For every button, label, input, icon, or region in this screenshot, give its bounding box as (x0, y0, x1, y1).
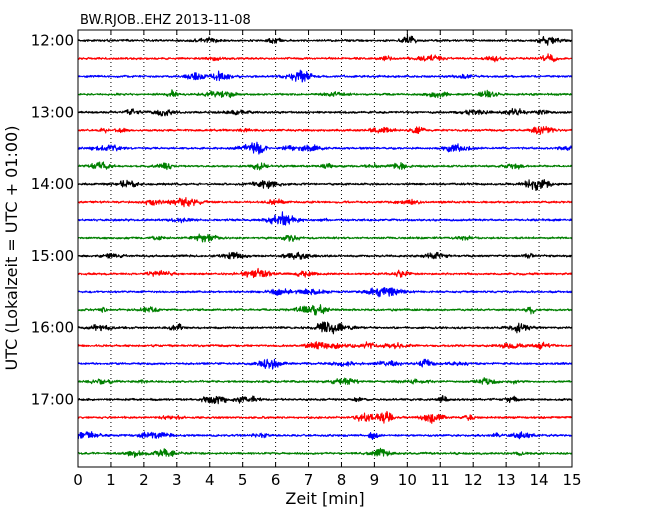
trace-1745 (77, 447, 573, 458)
trace-1300 (77, 107, 573, 117)
trace-1345 (77, 161, 573, 171)
x-tick-label-11: 11 (431, 471, 450, 489)
chart-title: BW.RJOB..EHZ 2013-11-08 (80, 13, 251, 28)
trace-1200 (77, 34, 573, 46)
y-tick-label-0: 12:00 (31, 32, 74, 50)
x-tick-label-15: 15 (562, 471, 581, 489)
x-tick-label-8: 8 (337, 471, 347, 489)
trace-1730 (77, 431, 573, 441)
trace-1500 (77, 251, 573, 260)
x-tick-label-0: 0 (73, 471, 83, 489)
x-tick-label-2: 2 (139, 471, 149, 489)
x-tick-label-12: 12 (464, 471, 483, 489)
x-tick-label-6: 6 (271, 471, 281, 489)
trace-1315 (77, 125, 573, 135)
trace-1600 (77, 321, 573, 335)
seismic-traces (77, 34, 573, 458)
y-tick-label-2: 14:00 (31, 175, 74, 193)
x-tick-label-1: 1 (106, 471, 116, 489)
x-tick-label-4: 4 (205, 471, 215, 489)
x-tick-label-13: 13 (497, 471, 516, 489)
trace-1245 (77, 89, 573, 99)
grid-lines (110, 30, 540, 467)
trace-1700 (77, 395, 573, 405)
y-tick-label-4: 16:00 (31, 319, 74, 337)
trace-1430 (77, 211, 573, 226)
y-axis-label: UTC (Lokalzeit = UTC + 01:00) (2, 126, 21, 371)
trace-1445 (77, 233, 573, 243)
x-tick-label-14: 14 (530, 471, 549, 489)
trace-1415 (77, 196, 573, 208)
x-tick-label-7: 7 (304, 471, 314, 489)
trace-1715 (77, 410, 573, 424)
x-tick-label-5: 5 (238, 471, 248, 489)
trace-1630 (77, 358, 573, 370)
trace-1515 (77, 267, 573, 279)
y-tick-label-1: 13:00 (31, 103, 74, 121)
x-tick-label-10: 10 (398, 471, 417, 489)
y-tick-label-5: 17:00 (31, 391, 74, 409)
trace-1615 (77, 341, 573, 350)
y-axis-ticks: 12:00 13:00 14:00 15:00 16:00 17:00 (31, 32, 572, 409)
trace-1215 (77, 53, 573, 63)
x-axis-ticks: 0 1 2 3 4 5 6 7 8 9 10 11 12 13 14 15 (73, 30, 582, 489)
trace-1230 (77, 69, 573, 83)
trace-1645 (77, 377, 573, 385)
trace-1330 (77, 141, 573, 155)
trace-1545 (77, 304, 573, 316)
trace-1400 (77, 179, 573, 191)
plot-frame (77, 29, 573, 468)
x-axis-label: Zeit [min] (285, 489, 364, 508)
trace-1530 (77, 286, 573, 298)
y-tick-label-3: 15:00 (31, 247, 74, 265)
x-tick-label-9: 9 (370, 471, 380, 489)
x-tick-label-3: 3 (172, 471, 182, 489)
